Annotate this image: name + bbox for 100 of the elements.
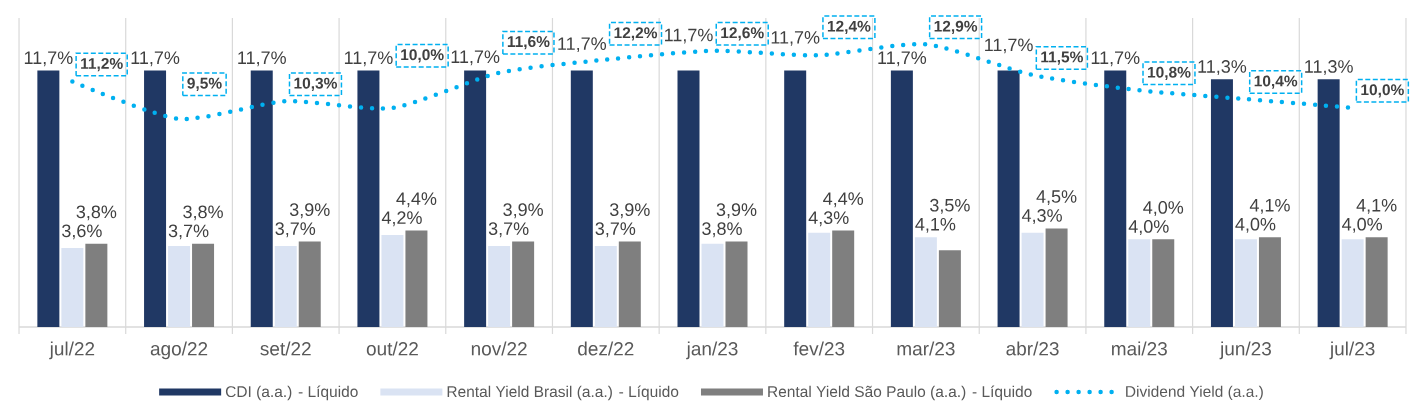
data-label: 11,7% [131, 51, 180, 67]
bar [832, 230, 855, 327]
bar [381, 234, 404, 327]
bar [1210, 79, 1233, 327]
data-label: 11,7% [558, 37, 607, 53]
legend-label: Dividend Yield (a.a.) [1126, 385, 1263, 401]
bar [85, 243, 108, 327]
data-label: 3,8% [183, 205, 223, 221]
data-label: 4,0% [1235, 217, 1276, 233]
bar [405, 230, 428, 327]
data-label: 11,5% [1041, 51, 1083, 65]
legend-label: CDI (a.a.) - Líquido [225, 385, 358, 401]
data-label: 3,9% [503, 203, 543, 219]
x-tick-label: fev/23 [793, 341, 845, 356]
data-label: 4,2% [381, 211, 422, 227]
data-label: 4,3% [1021, 209, 1062, 224]
bar [938, 250, 961, 327]
data-label: 11,7% [238, 51, 286, 67]
bar [725, 241, 748, 327]
x-tick-label: set/22 [260, 341, 311, 356]
bar [61, 248, 84, 327]
bar [1021, 232, 1044, 327]
bar [144, 70, 167, 327]
data-label: 11,2% [81, 57, 123, 72]
data-label: 3,9% [609, 203, 650, 219]
x-tick-label: jun/23 [1219, 341, 1271, 360]
x-tick-label: abr/23 [1006, 341, 1059, 356]
data-label: 10,4% [1254, 75, 1298, 89]
data-label: 9,5% [187, 77, 222, 91]
bar [594, 245, 617, 327]
data-label: 4,5% [1036, 190, 1077, 205]
data-label: 12,2% [614, 27, 658, 41]
bar [701, 243, 724, 327]
data-label: 10,0% [1361, 84, 1404, 98]
bar [1317, 79, 1340, 327]
bar [1258, 237, 1281, 327]
bar [298, 241, 321, 327]
bar [1104, 70, 1127, 327]
data-label: 11,7% [451, 50, 500, 66]
bar [1341, 239, 1364, 327]
bar [37, 70, 60, 327]
bar [1234, 239, 1257, 327]
x-tick-label: ago/22 [150, 341, 208, 360]
legend-label: Rental Yield Brasil (a.a.) - Líquido [447, 385, 679, 401]
bar [784, 70, 807, 327]
data-label: 3,8% [702, 222, 742, 238]
bar [1365, 237, 1388, 327]
data-label: 3,7% [275, 222, 316, 238]
x-tick-label: mar/23 [897, 341, 955, 356]
bar [250, 70, 273, 327]
data-label: 4,0% [1143, 201, 1184, 216]
data-label: 3,7% [595, 222, 636, 238]
bar [570, 70, 593, 327]
bar [168, 245, 191, 327]
data-label: 4,0% [1128, 220, 1169, 235]
data-label: 11,7% [665, 28, 713, 44]
data-label: 3,8% [76, 205, 117, 221]
bar [1152, 239, 1175, 327]
data-label: 3,5% [930, 198, 970, 214]
data-label: 3,9% [289, 203, 330, 219]
data-label: 4,1% [1249, 198, 1290, 214]
data-label: 11,7% [878, 51, 927, 67]
x-tick-label: nov/22 [471, 341, 527, 356]
bar [1045, 228, 1068, 327]
x-tick-label: jan/23 [686, 341, 738, 360]
data-label: 10,3% [294, 77, 338, 91]
data-label: 12,4% [827, 20, 871, 34]
legend-label: Rental Yield São Paulo (a.a.) - Líquido [768, 385, 1032, 401]
data-label: 11,7% [344, 51, 393, 67]
bar [274, 245, 297, 327]
data-label: 3,6% [62, 224, 102, 240]
bar [488, 245, 511, 327]
bar [192, 243, 215, 327]
x-tick-label: jul/23 [1329, 341, 1375, 360]
data-label: 4,1% [915, 217, 956, 233]
data-label: 11,6% [507, 36, 550, 50]
data-label: 3,9% [716, 203, 757, 219]
data-label: 11,7% [771, 31, 820, 46]
bar [890, 70, 913, 327]
x-tick-label: dez/22 [578, 341, 634, 356]
data-label: 10,0% [401, 49, 444, 63]
bar [512, 241, 535, 327]
bar [808, 232, 831, 327]
data-label: 12,6% [721, 27, 764, 41]
bar [618, 241, 641, 327]
data-label: 11,3% [1305, 60, 1353, 75]
bar [464, 70, 487, 327]
bar [914, 237, 937, 327]
bar [997, 70, 1020, 327]
data-label: 3,7% [488, 222, 529, 238]
x-tick-label: out/22 [366, 341, 418, 356]
bar [1128, 239, 1151, 327]
data-label: 4,4% [823, 192, 864, 208]
data-label: 11,7% [985, 38, 1033, 54]
data-label: 4,4% [396, 192, 437, 208]
x-tick-label: mai/23 [1112, 341, 1167, 356]
data-label: 11,3% [1198, 60, 1247, 75]
data-label: 3,7% [168, 224, 209, 240]
bar [677, 70, 700, 327]
data-label: 11,7% [24, 51, 73, 67]
